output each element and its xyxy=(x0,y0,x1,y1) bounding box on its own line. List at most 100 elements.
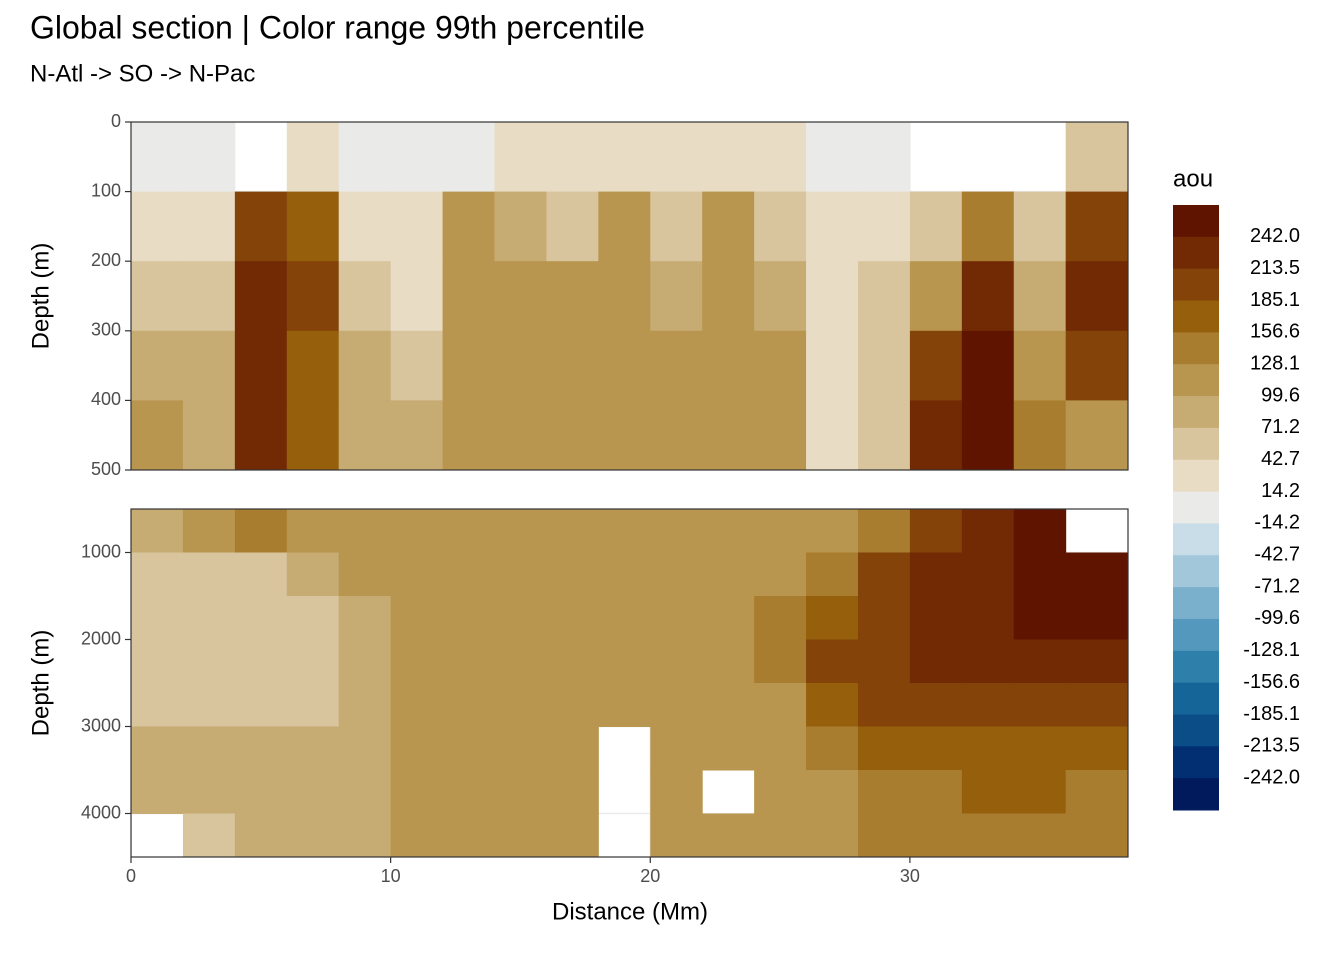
contour-cell xyxy=(182,191,236,262)
contour-cell xyxy=(442,400,495,470)
contour-cell xyxy=(286,683,340,727)
contour-cell xyxy=(754,770,807,814)
contour-cell xyxy=(650,639,703,684)
contour-cell xyxy=(857,770,911,814)
contour-cell xyxy=(442,509,495,553)
contour-cell xyxy=(1065,261,1128,332)
contour-cell xyxy=(182,813,236,857)
contour-cell xyxy=(598,596,651,640)
contour-cell xyxy=(806,191,859,262)
contour-cell xyxy=(390,509,444,553)
contour-cell xyxy=(286,261,340,332)
legend-label: -71.2 xyxy=(1254,575,1300,597)
contour-cell xyxy=(546,509,599,553)
legend-swatch xyxy=(1173,396,1219,429)
contour-cell xyxy=(1013,191,1067,262)
contour-cell xyxy=(494,400,547,470)
contour-cell xyxy=(338,596,392,640)
contour-cell xyxy=(857,726,911,771)
contour-cell xyxy=(702,122,755,193)
contour-cell xyxy=(442,813,495,857)
y-tick-label: 4000 xyxy=(81,802,121,822)
contour-cell xyxy=(234,813,288,857)
legend-swatch xyxy=(1173,746,1219,779)
contour-cell xyxy=(390,122,444,193)
contour-cell xyxy=(598,639,651,684)
contour-cell xyxy=(131,596,184,640)
legend-label: -156.6 xyxy=(1243,671,1300,693)
y-axis-title: Depth (m) xyxy=(27,243,54,350)
contour-cell xyxy=(1065,726,1128,771)
legend-label: 242.0 xyxy=(1250,225,1300,247)
contour-cell xyxy=(754,726,807,771)
y-tick-label: 0 xyxy=(111,111,121,131)
contour-cell xyxy=(702,639,755,684)
y-tick-label: 2000 xyxy=(81,628,121,648)
contour-cell xyxy=(494,726,547,771)
contour-cell xyxy=(806,726,859,771)
y-tick-label: 1000 xyxy=(81,541,121,561)
contour-cell xyxy=(598,330,651,401)
y-tick-label: 200 xyxy=(91,250,121,270)
contour-cell xyxy=(702,191,755,262)
legend-swatch xyxy=(1173,587,1219,620)
contour-cell xyxy=(909,770,963,814)
contour-cell xyxy=(806,770,859,814)
contour-cell xyxy=(961,509,1015,553)
contour-cell xyxy=(650,400,703,470)
contour-cell xyxy=(494,770,547,814)
legend-swatch xyxy=(1173,618,1219,652)
legend-swatch xyxy=(1173,332,1219,365)
contour-cell xyxy=(338,639,392,684)
contour-cell xyxy=(1013,813,1067,857)
contour-cell xyxy=(857,400,911,470)
panel xyxy=(131,509,1128,857)
contour-cell xyxy=(702,330,755,401)
legend-label: 99.6 xyxy=(1261,384,1300,406)
panel xyxy=(131,122,1128,470)
legend-swatch xyxy=(1173,459,1219,493)
contour-cell xyxy=(650,330,703,401)
contour-cell xyxy=(961,261,1015,332)
contour-cell xyxy=(546,683,599,727)
contour-cell xyxy=(286,122,340,193)
contour-cell xyxy=(546,400,599,470)
legend-swatch xyxy=(1173,682,1219,715)
contour-cell xyxy=(286,400,340,470)
contour-cell xyxy=(494,330,547,401)
y-tick-label: 3000 xyxy=(81,715,121,735)
contour-cell xyxy=(234,509,288,553)
contour-cell xyxy=(494,639,547,684)
contour-cell xyxy=(754,683,807,727)
panel-border xyxy=(130,121,1129,471)
contour-cell xyxy=(546,813,599,857)
contour-cell xyxy=(1065,639,1128,684)
legend-label: -128.1 xyxy=(1243,639,1300,661)
contour-cell xyxy=(857,552,911,597)
contour-cell xyxy=(442,770,495,814)
contour-cell xyxy=(494,261,547,332)
contour-cell xyxy=(857,509,911,553)
contour-cell xyxy=(702,683,755,727)
contour-cell xyxy=(1013,509,1067,553)
contour-cell xyxy=(390,726,444,771)
legend-swatch xyxy=(1173,491,1219,524)
contour-cell xyxy=(442,726,495,771)
contour-cell xyxy=(754,330,807,401)
contour-cell xyxy=(702,813,755,857)
legend-swatch xyxy=(1173,268,1219,302)
contour-cell xyxy=(909,813,963,857)
contour-cell xyxy=(650,191,703,262)
x-tick-label: 0 xyxy=(126,866,136,886)
contour-cell xyxy=(390,552,444,597)
contour-cell xyxy=(390,596,444,640)
contour-cell xyxy=(650,683,703,727)
contour-cell xyxy=(131,122,184,193)
contour-cell xyxy=(182,330,236,401)
contour-cell xyxy=(650,813,703,857)
x-tick-label: 30 xyxy=(900,866,920,886)
contour-cell xyxy=(754,400,807,470)
contour-cell xyxy=(909,639,963,684)
contour-cell xyxy=(338,813,392,857)
contour-cell xyxy=(234,330,288,401)
